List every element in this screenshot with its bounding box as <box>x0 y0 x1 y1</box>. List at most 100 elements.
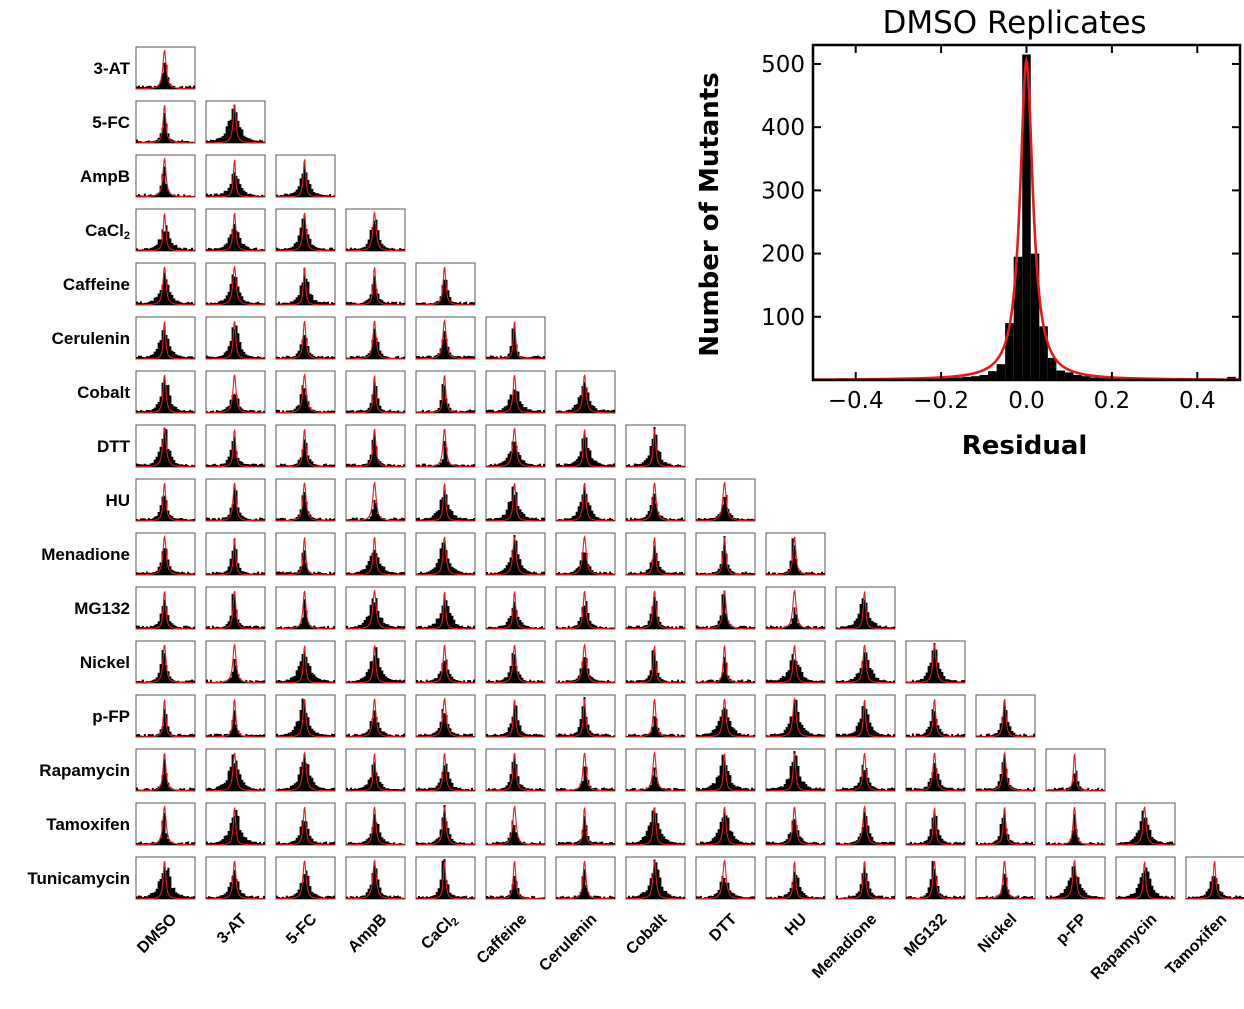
histogram-bars <box>136 166 195 197</box>
histogram-panel <box>275 316 336 360</box>
histogram-panel <box>345 316 406 360</box>
histogram-panel <box>1045 748 1106 792</box>
histogram-panel <box>345 262 406 306</box>
histogram-bars <box>136 495 195 521</box>
histogram-panel <box>415 424 476 468</box>
histogram-bars <box>136 427 195 467</box>
histogram-bars <box>976 873 1035 899</box>
fit-curve <box>555 590 615 630</box>
fit-curve <box>696 753 755 792</box>
histogram-panel <box>625 694 686 738</box>
fit-curve <box>626 698 686 738</box>
histogram-bars <box>696 876 755 899</box>
column-label: Caffeine <box>474 911 531 968</box>
histogram-bars <box>556 766 615 791</box>
fit-curve <box>1115 806 1176 846</box>
column-label: Cerulenin <box>536 911 600 975</box>
histogram-bars <box>696 590 755 629</box>
histogram-panel <box>345 424 406 468</box>
histogram-panel <box>135 424 196 468</box>
histogram-panel <box>625 802 686 846</box>
histogram-bar <box>962 376 971 380</box>
fit-curve <box>205 429 266 468</box>
fit-curve <box>416 591 475 630</box>
column-label: 3-AT <box>214 911 250 947</box>
histogram-bar <box>1022 54 1031 380</box>
fit-curve <box>135 534 196 576</box>
histogram-panel <box>205 532 266 576</box>
histogram-bars <box>346 549 405 575</box>
fit-curve <box>695 480 756 522</box>
histogram-panel <box>345 694 406 738</box>
histogram-panel <box>345 586 406 630</box>
histogram-panel <box>905 640 966 684</box>
fit-curve <box>415 806 476 846</box>
fit-curve <box>346 806 406 846</box>
fit-curve <box>345 210 406 252</box>
fit-curve <box>205 590 265 630</box>
histogram-bars <box>136 862 195 899</box>
histogram-bars <box>556 869 615 899</box>
histogram-panel <box>835 748 896 792</box>
fit-curve <box>835 699 896 738</box>
fit-curve <box>485 804 545 846</box>
histogram-panel <box>205 802 266 846</box>
fit-curve <box>205 264 266 306</box>
column-label: MG132 <box>901 911 950 960</box>
fit-curve <box>136 699 195 738</box>
histogram-panel <box>415 478 476 522</box>
fit-curve <box>416 644 476 684</box>
row-label: p-FP <box>92 707 130 726</box>
fit-curve <box>696 537 756 576</box>
histogram-bars <box>836 764 895 791</box>
histogram-bars <box>976 702 1035 737</box>
histogram-panel <box>135 154 196 198</box>
fit-curve <box>485 426 545 468</box>
histogram-bar <box>1047 357 1057 380</box>
histogram-bars <box>626 767 685 791</box>
row-label: Nickel <box>80 653 130 672</box>
histogram-bars <box>276 820 335 845</box>
fit-curve <box>1046 806 1106 846</box>
histogram-bars <box>626 493 685 521</box>
histogram-panel <box>415 532 476 576</box>
histogram-bars <box>136 113 195 143</box>
row-label: AmpB <box>80 167 130 186</box>
histogram-panel <box>415 802 476 846</box>
histogram-panel <box>485 532 546 576</box>
row-label: CaCl2 <box>85 221 130 242</box>
fit-curve <box>205 642 266 684</box>
histogram-bars <box>346 276 405 305</box>
fit-curve <box>765 588 826 630</box>
histogram-bars <box>486 535 545 575</box>
fit-curve <box>905 699 965 738</box>
histogram-bars <box>626 596 685 629</box>
fit-curve <box>135 266 195 306</box>
histogram-panel <box>275 640 336 684</box>
histogram-bars <box>206 223 265 251</box>
fit-curve <box>205 482 265 522</box>
row-label: DTT <box>97 437 131 456</box>
histogram-bars <box>1046 865 1105 899</box>
histogram-panel <box>345 370 406 414</box>
histogram-bars <box>416 708 475 737</box>
histogram-bars <box>556 381 615 413</box>
histogram-bars <box>276 216 335 251</box>
histogram-bars <box>836 811 895 845</box>
histogram-bars <box>906 709 965 737</box>
histogram-panel <box>415 856 476 900</box>
histogram-panel <box>485 694 546 738</box>
histogram-panel <box>695 694 756 738</box>
histogram-panel <box>625 856 686 900</box>
histogram-bars <box>836 652 895 683</box>
histogram-bars <box>626 859 685 899</box>
histogram-panel <box>765 694 826 738</box>
fit-curve <box>765 696 825 738</box>
fit-curve <box>555 699 616 738</box>
column-label: DMSO <box>134 911 180 957</box>
histogram-bars <box>136 62 195 89</box>
histogram-bars <box>696 495 755 521</box>
histogram-panel <box>485 856 546 900</box>
histogram-panel <box>415 640 476 684</box>
fit-curve <box>206 537 265 576</box>
